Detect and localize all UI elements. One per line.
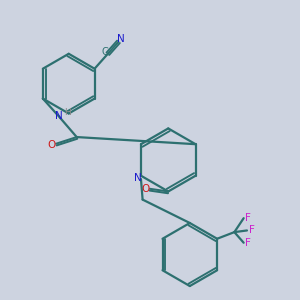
Text: N: N <box>55 111 62 121</box>
Text: C: C <box>102 47 109 57</box>
Text: N: N <box>134 173 142 183</box>
Text: N: N <box>117 34 125 44</box>
Text: F: F <box>245 238 251 248</box>
Text: H: H <box>64 108 71 117</box>
Text: O: O <box>141 184 149 194</box>
Text: F: F <box>249 225 255 235</box>
Text: O: O <box>47 140 56 150</box>
Text: F: F <box>245 212 251 223</box>
